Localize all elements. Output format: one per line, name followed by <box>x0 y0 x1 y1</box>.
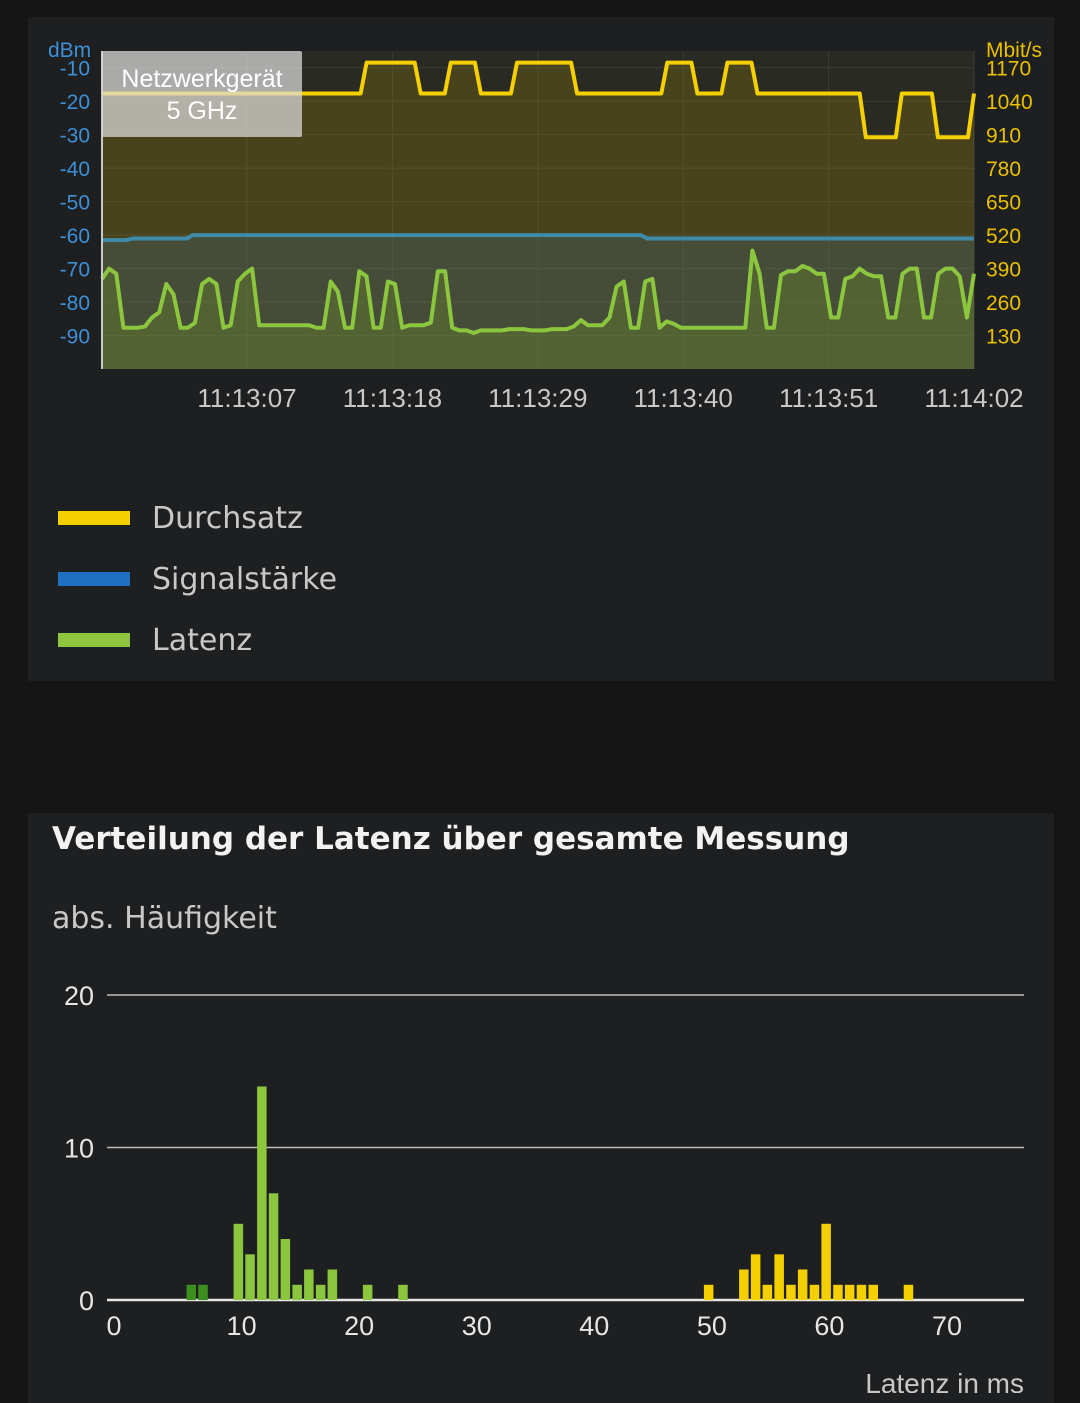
hist-x-tick-label: 60 <box>814 1311 844 1341</box>
left-axis-unit: dBm <box>48 39 91 62</box>
legend-item-latency: Latenz <box>58 620 252 660</box>
hist-x-tick-label: 0 <box>106 1311 121 1341</box>
histogram-bar <box>903 1284 914 1301</box>
time-tick-label: 11:13:29 <box>488 383 587 413</box>
legend-item-throughput: Durchsatz <box>58 498 303 538</box>
time-tick-label: 11:13:40 <box>634 383 733 413</box>
legend-item-signal: Signalstärke <box>58 559 337 599</box>
hist-y-tick-label: 0 <box>79 1286 94 1316</box>
left-tick-label: -80 <box>60 292 90 315</box>
right-tick-label: 1040 <box>986 91 1033 114</box>
hist-x-tick-label: 40 <box>579 1311 609 1341</box>
live-line-chart: dBm Mbit/s -10 -20 -30 -40 -50 -60 -70 -80 -90 1… <box>48 39 1042 413</box>
legend-swatch-throughput <box>58 511 130 525</box>
histogram-bar <box>362 1284 373 1301</box>
legend-swatch-signal <box>58 572 130 586</box>
histogram-bar <box>833 1284 843 1301</box>
left-tick-label: -10 <box>60 58 90 81</box>
histogram-bars <box>186 1086 914 1301</box>
histogram-bar <box>821 1223 831 1301</box>
legend-label-signal: Signalstärke <box>152 561 338 597</box>
right-tick-label: 260 <box>986 292 1021 315</box>
histogram-bar <box>797 1269 808 1300</box>
histogram-x-label: Latenz in ms <box>865 1368 1024 1393</box>
histogram-bar <box>268 1193 279 1301</box>
hist-x-tick-label: 20 <box>344 1311 374 1341</box>
histogram-bar <box>327 1269 338 1300</box>
hist-y-tick-label: 10 <box>64 1134 94 1164</box>
histogram-bar <box>245 1254 255 1301</box>
histogram-bar <box>856 1284 867 1301</box>
histogram-bar <box>774 1254 784 1301</box>
histogram-bar <box>739 1269 749 1300</box>
latency-histogram: 0 10 20 0 10 20 30 40 50 60 70 Latenz in ms <box>64 981 1024 1393</box>
histogram-bar <box>750 1254 761 1301</box>
time-tick-label: 11:13:18 <box>343 383 442 413</box>
right-tick-label: 520 <box>986 225 1021 248</box>
latency-histogram-card: Verteilung der Latenz über gesamte Messu… <box>28 813 1054 1403</box>
right-tick-label: 1170 <box>986 58 1031 81</box>
latency-area <box>102 250 974 369</box>
right-tick-label: 130 <box>986 326 1021 349</box>
live-chart-card: dBm Mbit/s -10 -20 -30 -40 -50 -60 -70 -80 -90 1… <box>28 17 1054 681</box>
histogram-grid: 0 10 20 <box>64 981 1024 1316</box>
legend-label-throughput: Durchsatz <box>152 500 303 536</box>
time-tick-label: 11:13:07 <box>197 383 296 413</box>
histogram-bar <box>809 1284 820 1301</box>
histogram-x-ticks: 0 10 20 30 40 50 60 70 <box>106 1311 962 1341</box>
right-tick-label: 780 <box>986 158 1021 181</box>
hist-y-tick-label: 20 <box>64 981 94 1011</box>
device-overlay-band: 5 GHz <box>167 97 238 125</box>
histogram-y-label: abs. Häufigkeit <box>52 901 277 936</box>
time-tick-label: 11:14:02 <box>924 383 1023 413</box>
left-tick-label: -60 <box>60 225 90 248</box>
histogram-bar <box>186 1284 196 1301</box>
left-tick-label: -20 <box>60 91 90 114</box>
latency-line <box>100 248 976 335</box>
histogram-bar <box>257 1086 267 1300</box>
throughput-area <box>102 62 974 369</box>
left-tick-label: -70 <box>60 259 90 282</box>
left-axis-ticks: -10 -20 -30 -40 -50 -60 -70 -80 -90 <box>60 58 90 349</box>
histogram-bar <box>844 1284 855 1301</box>
left-tick-label: -50 <box>60 192 90 215</box>
right-tick-label: 390 <box>986 259 1021 282</box>
histogram-bar <box>304 1269 314 1300</box>
time-axis-ticks: 11:13:07 11:13:18 11:13:29 11:13:40 11:13:51… <box>197 383 1023 413</box>
legend-label-latency: Latenz <box>152 622 253 658</box>
histogram-bar <box>292 1284 302 1301</box>
right-axis-unit: Mbit/s <box>986 39 1042 62</box>
histogram-bar <box>315 1284 326 1301</box>
right-tick-label: 650 <box>986 192 1021 215</box>
right-tick-label: 910 <box>986 125 1021 148</box>
device-overlay-box <box>102 51 302 137</box>
right-axis-ticks: 1170 1040 910 780 650 520 390 260 130 <box>986 58 1033 349</box>
histogram-bar <box>703 1284 714 1301</box>
time-tick-label: 11:13:51 <box>779 383 878 413</box>
live-series <box>100 60 976 369</box>
histogram-bar <box>398 1284 408 1301</box>
histogram-bar <box>198 1284 208 1301</box>
left-tick-label: -90 <box>60 326 90 349</box>
hist-x-tick-label: 30 <box>462 1311 492 1341</box>
signal-line <box>102 233 974 243</box>
device-overlay-name: Netzwerkgerät <box>121 65 282 93</box>
hist-x-tick-label: 50 <box>697 1311 727 1341</box>
hist-x-tick-label: 70 <box>932 1311 962 1341</box>
device-overlay: Netzwerkgerät 5 GHz <box>102 51 302 137</box>
histogram-bar <box>868 1284 878 1301</box>
legend-swatch-latency <box>58 633 130 647</box>
histogram-bar <box>762 1284 773 1301</box>
histogram-bar <box>280 1239 291 1300</box>
left-tick-label: -30 <box>60 125 90 148</box>
histogram-bar <box>233 1223 244 1301</box>
histogram-bar <box>786 1284 796 1301</box>
left-tick-label: -40 <box>60 158 90 181</box>
histogram-title: Verteilung der Latenz über gesamte Messu… <box>52 821 850 857</box>
hist-x-tick-label: 10 <box>227 1311 257 1341</box>
